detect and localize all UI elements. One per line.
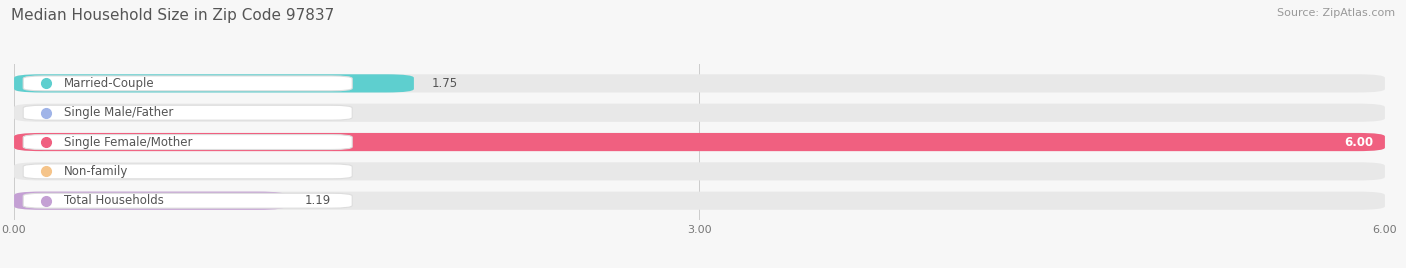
- FancyBboxPatch shape: [14, 104, 1385, 122]
- Text: Non-family: Non-family: [65, 165, 129, 178]
- FancyBboxPatch shape: [22, 76, 353, 91]
- FancyBboxPatch shape: [14, 74, 1385, 92]
- Text: Source: ZipAtlas.com: Source: ZipAtlas.com: [1277, 8, 1395, 18]
- FancyBboxPatch shape: [14, 192, 285, 210]
- FancyBboxPatch shape: [22, 105, 353, 120]
- FancyBboxPatch shape: [22, 135, 353, 150]
- Text: 6.00: 6.00: [1344, 136, 1374, 148]
- FancyBboxPatch shape: [14, 133, 1385, 151]
- FancyBboxPatch shape: [22, 164, 353, 179]
- Text: 1.19: 1.19: [304, 194, 330, 207]
- Text: Total Households: Total Households: [65, 194, 165, 207]
- Text: Married-Couple: Married-Couple: [65, 77, 155, 90]
- Text: 1.75: 1.75: [432, 77, 458, 90]
- Text: Single Male/Father: Single Male/Father: [65, 106, 174, 119]
- FancyBboxPatch shape: [14, 133, 1385, 151]
- FancyBboxPatch shape: [14, 74, 413, 92]
- Text: Median Household Size in Zip Code 97837: Median Household Size in Zip Code 97837: [11, 8, 335, 23]
- FancyBboxPatch shape: [14, 162, 1385, 180]
- FancyBboxPatch shape: [22, 193, 353, 208]
- FancyBboxPatch shape: [14, 192, 1385, 210]
- Text: Single Female/Mother: Single Female/Mother: [65, 136, 193, 148]
